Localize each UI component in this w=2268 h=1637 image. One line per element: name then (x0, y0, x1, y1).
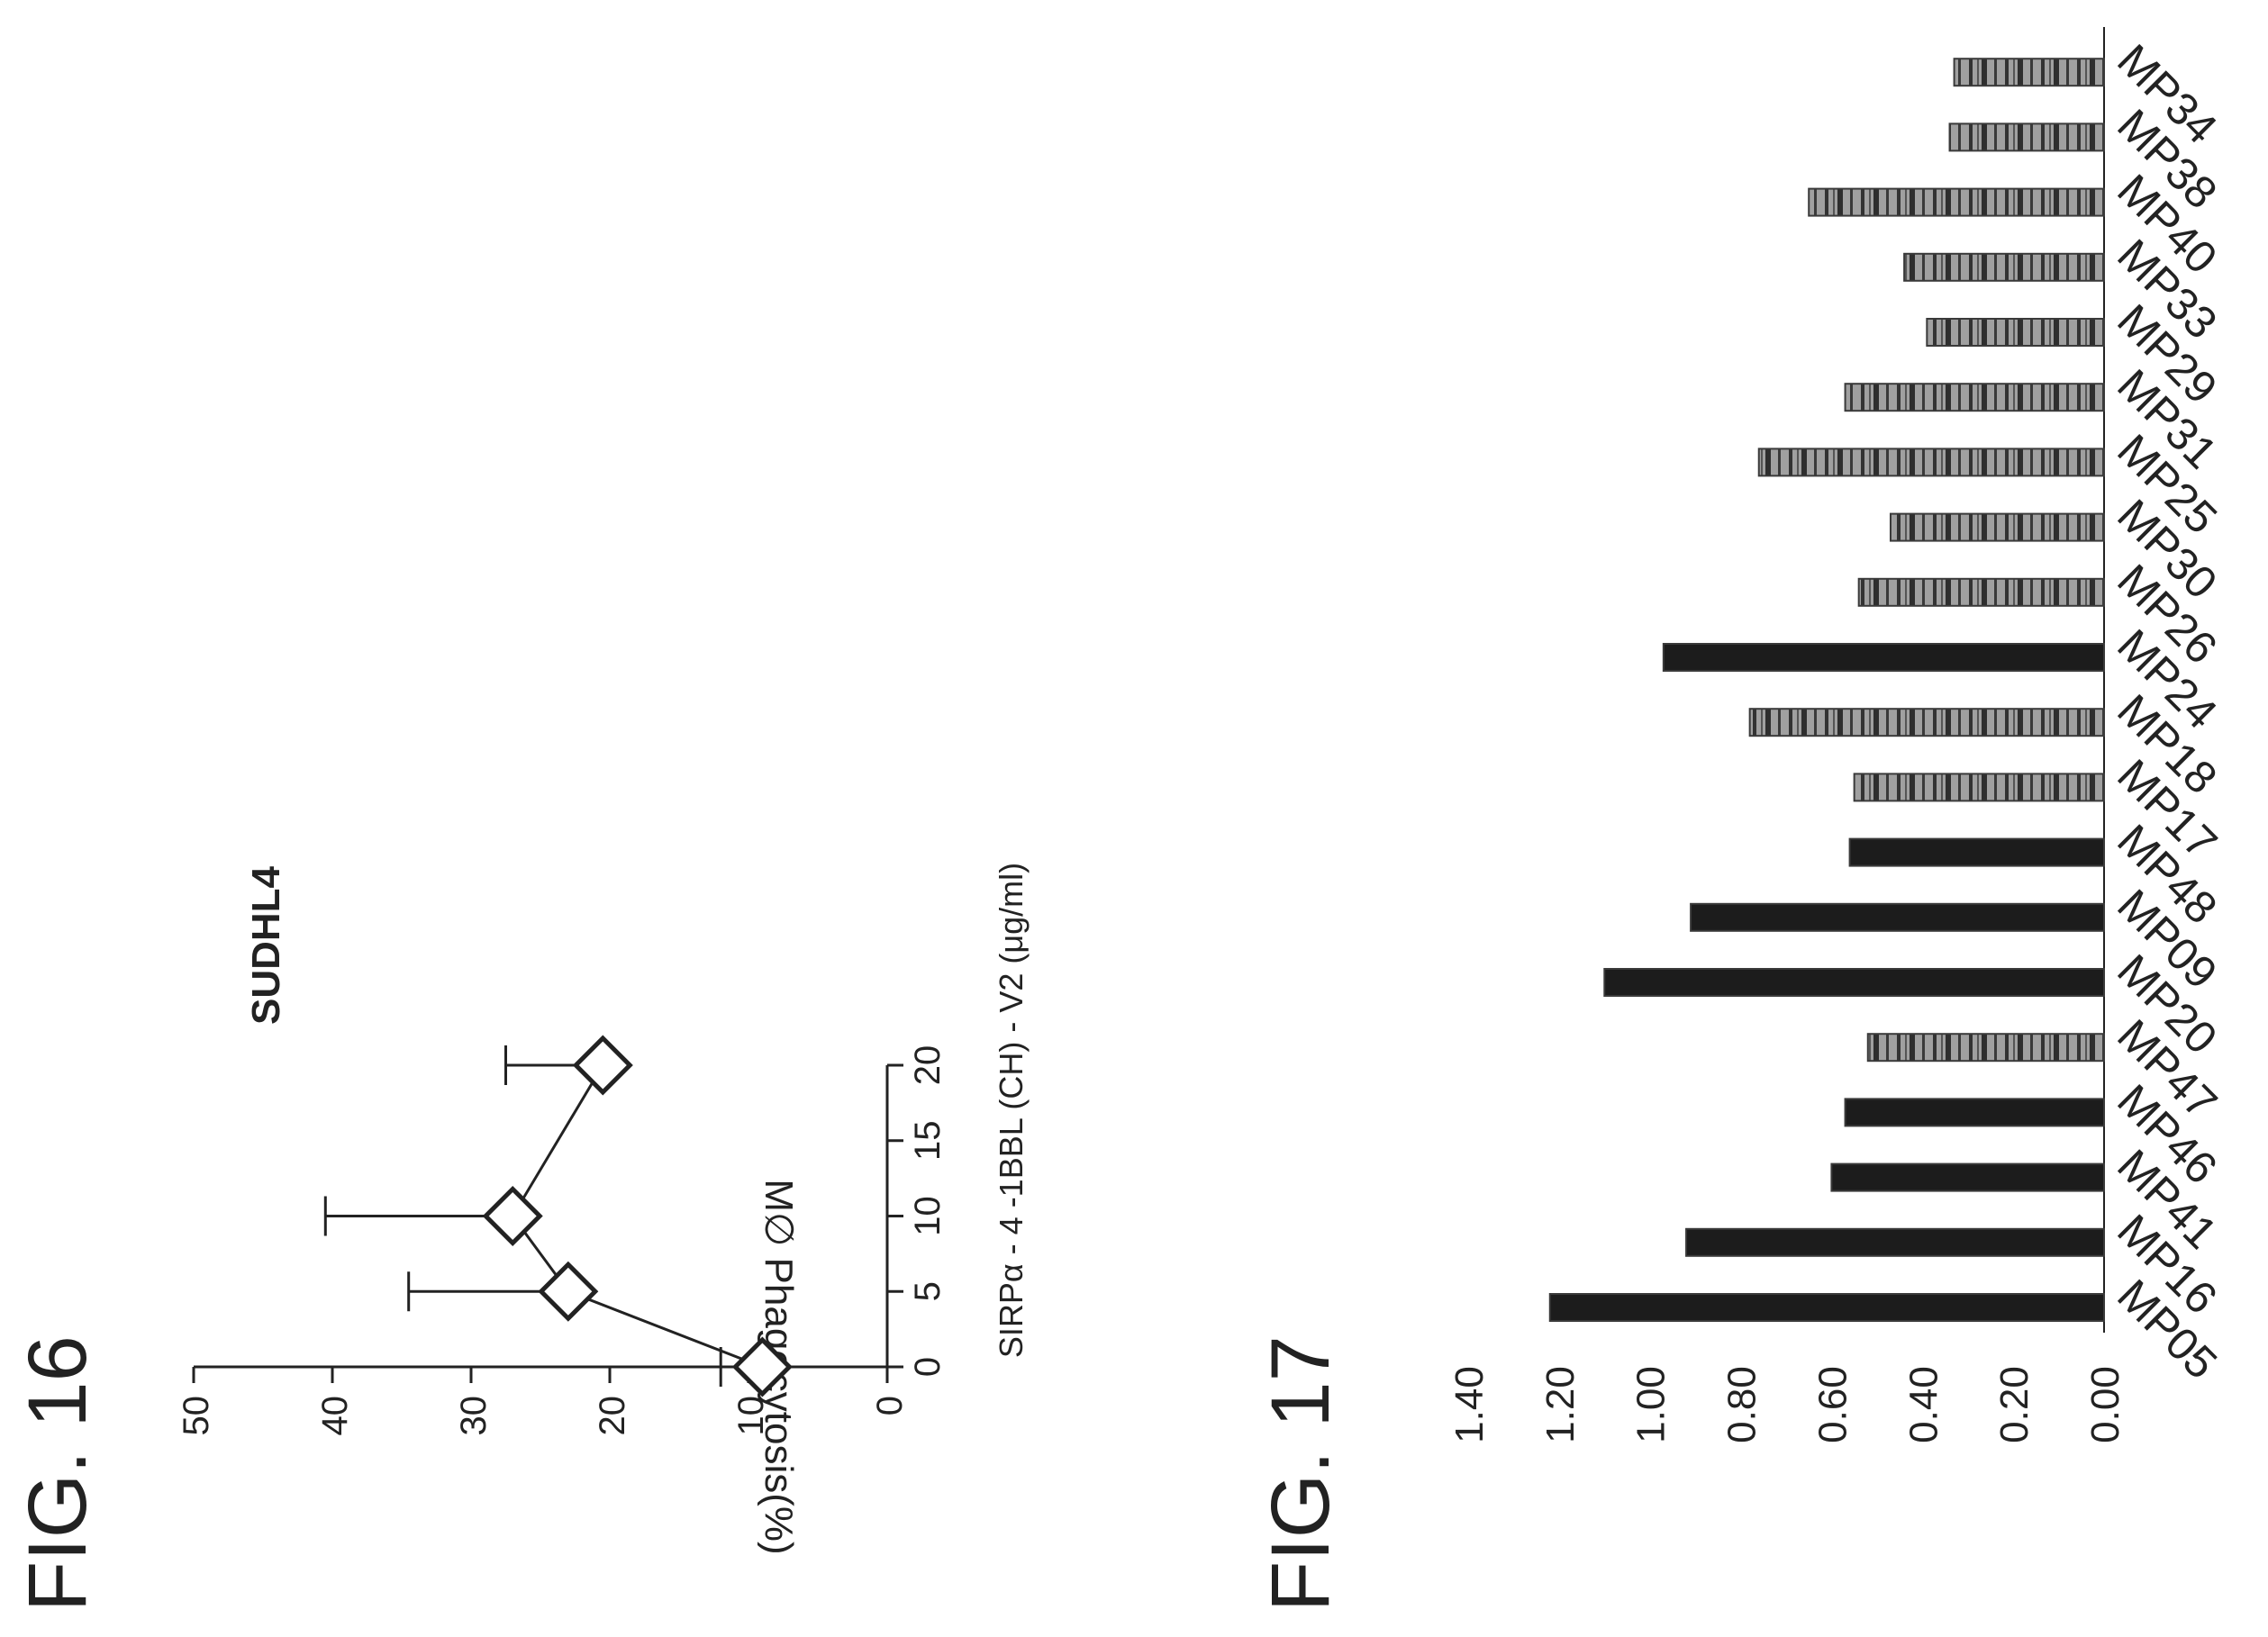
fig16-x-tick-label: 5 (908, 1281, 948, 1301)
fig16-data-point (731, 1336, 793, 1397)
fig17-bar (1857, 577, 2106, 607)
fig17-value-tick-label: 0.40 (1901, 1366, 1946, 1443)
fig17-bar (1903, 252, 2105, 282)
fig17-value-tick-label: 0.00 (2083, 1366, 2127, 1443)
fig17-value-tick-label: 1.20 (1538, 1366, 1583, 1443)
fig16-x-tick-label: 10 (908, 1196, 948, 1236)
fig17-value-tick-label: 0.20 (1992, 1366, 2037, 1443)
fig16-y-tick-label: 0 (870, 1396, 910, 1415)
fig17-bar (1748, 708, 2105, 737)
fig16-y-tick-label: 10 (731, 1396, 771, 1436)
fig17-bar (1548, 1293, 2106, 1322)
fig17-bar (1808, 187, 2105, 217)
fig16-y-tick-label: 30 (454, 1396, 494, 1436)
fig17-bar (1685, 1227, 2105, 1257)
fig17-bar (1866, 1033, 2106, 1063)
fig17-bar (1853, 773, 2105, 802)
fig17-bar (1662, 643, 2106, 672)
fig16-y-tick-label: 40 (315, 1396, 355, 1436)
fig17-bar (1848, 837, 2106, 867)
fig17-bar (1889, 512, 2105, 542)
fig17-bar (1757, 448, 2105, 477)
fig16-x-axis-label: SIRPα - 4 -1BBL (CH) - V2 (μg/ml) (993, 863, 1030, 1358)
fig16-x-tick-label: 20 (908, 1045, 948, 1086)
fig17-bar (1953, 58, 2105, 87)
fig17-bar (1948, 122, 2106, 152)
fig16-x-tick-label: 0 (908, 1357, 948, 1377)
fig16-chart-title: SUDHL4 (244, 865, 288, 1025)
fig17-bar (1690, 902, 2105, 932)
fig16-series-line (511, 1064, 763, 1369)
fig17-value-tick-label: 0.80 (1720, 1366, 1765, 1443)
fig17-bar (1844, 383, 2105, 412)
fig17-bar (1830, 1162, 2106, 1192)
fig16-data-point (538, 1261, 599, 1322)
fig16-y-tick-label: 20 (593, 1396, 632, 1436)
fig16-data-point (572, 1035, 633, 1096)
fig17-value-tick-label: 1.00 (1629, 1366, 1674, 1443)
fig17-value-tick-label: 1.40 (1447, 1366, 1492, 1443)
fig17-bar (1926, 318, 2106, 347)
fig17-label: FIG. 17 (1255, 1335, 1347, 1612)
fig17-bar (1844, 1098, 2105, 1127)
fig16-label: FIG. 16 (12, 1335, 104, 1612)
fig17-value-tick-label: 0.60 (1810, 1366, 1855, 1443)
fig16-y-tick-label: 50 (177, 1396, 216, 1436)
fig16-data-point (482, 1185, 543, 1247)
fig16-x-tick-label: 15 (908, 1121, 948, 1162)
fig17-bar (1603, 968, 2106, 997)
